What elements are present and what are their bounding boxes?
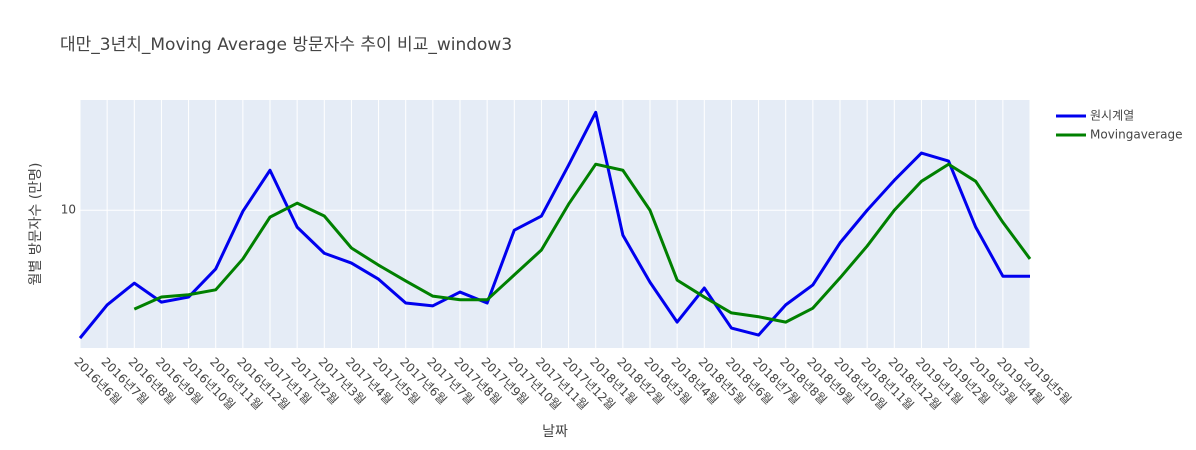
series-line <box>133 162 1032 324</box>
y-axis-title: 월별 방문자수 (만명) <box>28 163 44 286</box>
legend-label: 원시계열 <box>1090 109 1134 123</box>
marks <box>78 110 1032 340</box>
plot-area <box>80 100 1030 348</box>
legend-label: Movingaverage <box>1090 128 1182 142</box>
chart-title: 대만_3년치_Moving Average 방문자수 추이 비교_window3 <box>60 35 512 55</box>
legend: 원시계열 Movingaverage <box>1056 109 1182 142</box>
y-tick-label: 10 <box>61 203 76 217</box>
series-line <box>78 110 1030 340</box>
x-axis-title: 날짜 <box>542 424 568 440</box>
